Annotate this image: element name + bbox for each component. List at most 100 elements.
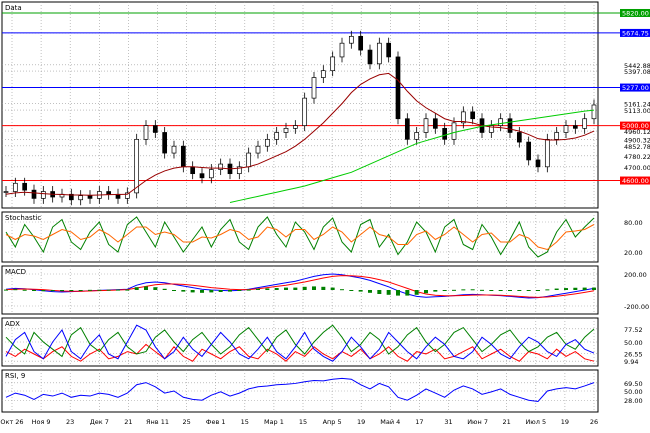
candle-body [236, 166, 242, 175]
series-line-rsi [5, 377, 595, 403]
candle-body [554, 132, 560, 140]
candle-body [376, 42, 382, 65]
tick-label: 5161.24 [624, 100, 650, 108]
candle-body [358, 35, 364, 51]
panel-title: Data [5, 4, 22, 12]
candle-body [535, 159, 541, 168]
candle-body [134, 138, 140, 194]
candle-body [395, 56, 401, 120]
x-tick-label: 23 [66, 418, 74, 426]
histogram-bar [452, 289, 456, 291]
panel-frame [1, 1, 599, 209]
x-tick-label: Июл 5 [525, 418, 546, 426]
panel-macd: 200.00 -200.00 MACD [1, 265, 649, 315]
candle-body [283, 127, 289, 133]
candle-body [3, 191, 9, 193]
series-line-d [5, 224, 595, 251]
histogram-bar [536, 290, 540, 291]
candle-body [563, 125, 569, 133]
tick-label: 4960.12 [624, 128, 650, 136]
histogram-bar [153, 287, 158, 290]
x-axis: Окт 26 Ноя 9 23 Дек 7 21 Янв 11 25 Фев 1 15 Мар 1… [0, 418, 598, 426]
histogram-bar [97, 289, 102, 291]
level-label: 4600.00 [622, 177, 649, 185]
candle-body [40, 191, 46, 199]
histogram-bar [125, 289, 130, 291]
candle-body [208, 169, 214, 179]
candle-body [274, 132, 280, 140]
histogram-bar [69, 290, 74, 291]
x-tick-label: Дек 7 [90, 418, 109, 426]
candle-body [470, 111, 476, 120]
histogram-bar [564, 288, 568, 290]
histogram-bar [498, 290, 503, 291]
x-tick-label: 15 [299, 418, 307, 426]
tick-label: 4700.00 [624, 164, 650, 172]
histogram-bar [284, 287, 288, 290]
tick-label: 5113.00 [624, 107, 650, 115]
x-tick-label: 25 [182, 418, 190, 426]
histogram-bar [4, 289, 8, 291]
tick-label: 20.00 [624, 249, 643, 257]
level-label: 5674.75 [622, 29, 649, 37]
tick-label: 50.00 [624, 339, 643, 347]
x-tick-label: Апр 5 [323, 418, 342, 426]
x-tick-label: Фев 1 [206, 418, 226, 426]
histogram-bar [405, 290, 410, 296]
candle-body [591, 104, 597, 120]
histogram-bar [50, 290, 55, 292]
histogram-bar [424, 290, 428, 294]
histogram-bar [480, 289, 484, 291]
candle-body [190, 166, 196, 175]
series-line-di [5, 324, 595, 362]
series-line-ma-long [229, 109, 595, 203]
candle-body [255, 145, 261, 154]
tick-label: 50.00 [624, 388, 643, 396]
x-tick-label: 31 [444, 418, 452, 426]
x-tick-label: Июн 7 [467, 418, 488, 426]
histogram-bar [41, 290, 46, 292]
histogram-bar [517, 290, 522, 291]
histogram-bar [60, 290, 64, 292]
panel-adx: 77.52 50.00 26.559.94 ADX [1, 317, 643, 367]
level-label: 5277.00 [622, 84, 649, 92]
series-line-adx [5, 343, 595, 362]
histogram-bar [293, 287, 298, 290]
candle-body [442, 127, 448, 140]
candle-body [386, 42, 392, 58]
histogram-bar [386, 290, 391, 295]
candle-body [582, 118, 588, 129]
histogram-bar [358, 290, 363, 292]
candle-body [432, 118, 438, 129]
candle-body [218, 163, 224, 170]
candle-body [516, 132, 522, 143]
histogram-bar [554, 288, 559, 290]
histogram-bar [321, 286, 326, 290]
tick-label: -200.00 [624, 303, 649, 311]
histogram-bar [545, 289, 550, 291]
histogram-bar [22, 289, 27, 291]
histogram-bar [302, 286, 307, 290]
histogram-bar [330, 287, 335, 290]
candle-body [498, 118, 504, 126]
histogram-bar [246, 289, 251, 291]
x-tick-label: 15 [241, 418, 249, 426]
series-line-di [5, 324, 595, 358]
histogram-bar [144, 286, 148, 290]
x-tick-label: 19 [561, 418, 569, 426]
series-line-ma [5, 72, 595, 196]
panel-frame [1, 211, 599, 263]
candle-body [460, 111, 466, 124]
tick-label: 69.50 [624, 380, 643, 388]
tick-label: 4852.78 [624, 143, 650, 151]
histogram-bar [78, 290, 83, 291]
panel-title: ADX [5, 320, 20, 328]
histogram-bar [162, 288, 167, 290]
candle-body [330, 56, 336, 72]
x-tick-label: 17 [415, 418, 423, 426]
candle-body [199, 173, 205, 179]
